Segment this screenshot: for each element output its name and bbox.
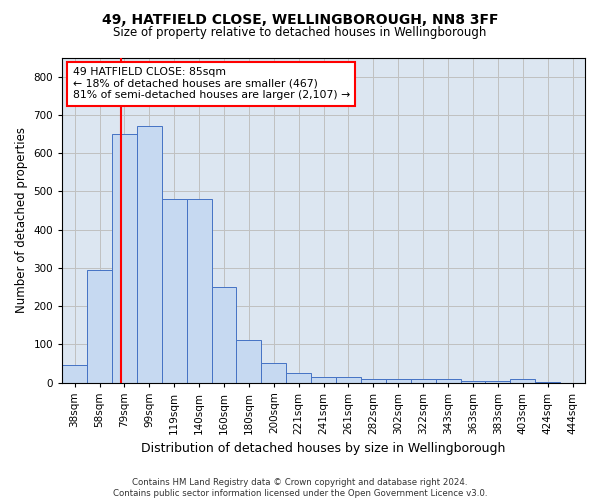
Bar (336, 377, 361, 382)
Bar (361, 378, 386, 382)
Text: Size of property relative to detached houses in Wellingborough: Size of property relative to detached ho… (113, 26, 487, 39)
Bar (62, 366, 87, 382)
Bar (485, 380, 511, 382)
Text: 49, HATFIELD CLOSE, WELLINGBOROUGH, NN8 3FF: 49, HATFIELD CLOSE, WELLINGBOROUGH, NN8 … (102, 12, 498, 26)
Y-axis label: Number of detached properties: Number of detached properties (15, 127, 28, 313)
Bar (187, 199, 212, 382)
Bar (87, 270, 112, 382)
Bar (262, 362, 286, 382)
Bar (511, 380, 535, 382)
Bar (162, 199, 187, 382)
Bar (411, 378, 436, 382)
Bar (212, 287, 236, 382)
Bar (461, 380, 485, 382)
Text: 49 HATFIELD CLOSE: 85sqm
← 18% of detached houses are smaller (467)
81% of semi-: 49 HATFIELD CLOSE: 85sqm ← 18% of detach… (73, 68, 350, 100)
Bar (311, 377, 336, 382)
X-axis label: Distribution of detached houses by size in Wellingborough: Distribution of detached houses by size … (142, 442, 506, 455)
Text: Contains HM Land Registry data © Crown copyright and database right 2024.
Contai: Contains HM Land Registry data © Crown c… (113, 478, 487, 498)
Bar (137, 126, 162, 382)
Bar (286, 373, 311, 382)
Bar (386, 380, 411, 382)
Bar (436, 380, 461, 382)
Bar (236, 340, 262, 382)
Bar (112, 134, 137, 382)
